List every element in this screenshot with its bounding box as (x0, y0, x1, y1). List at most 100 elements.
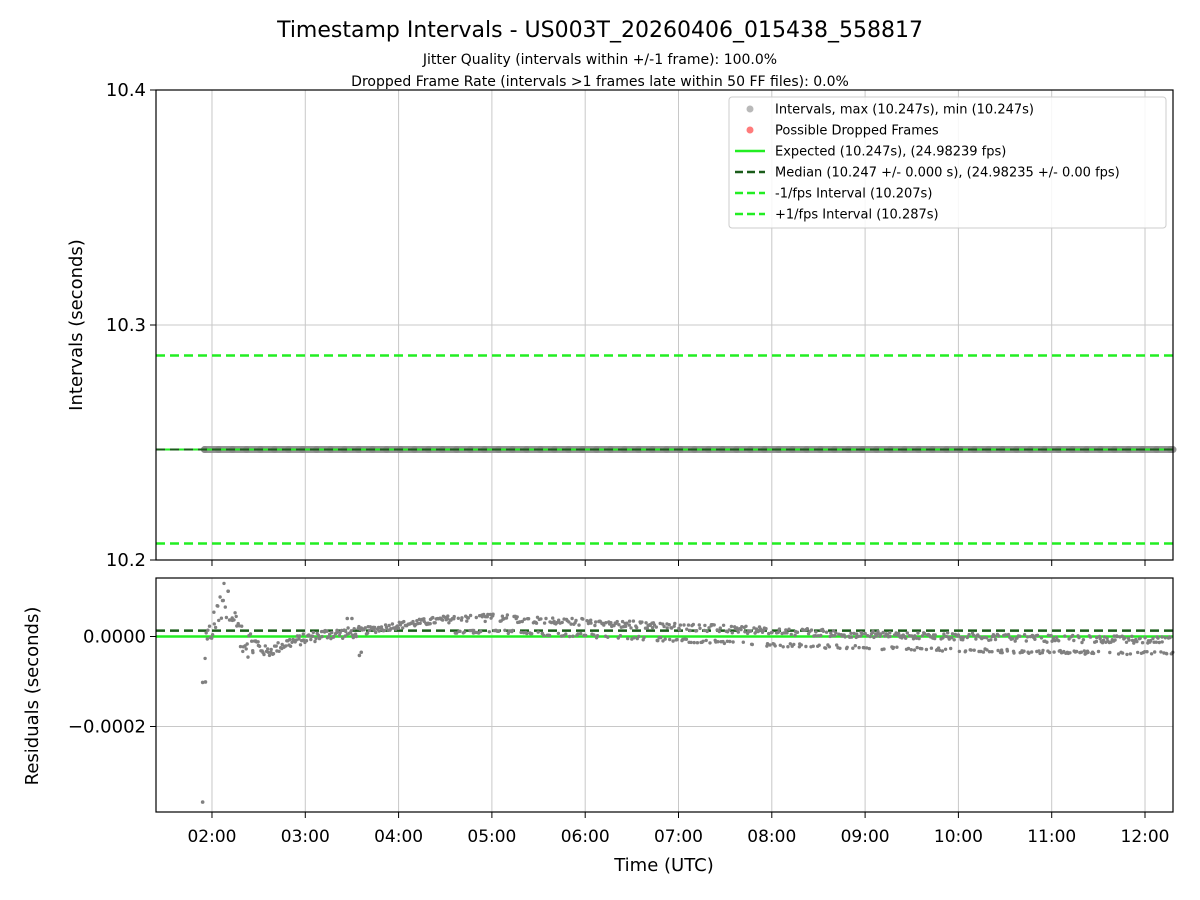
residual-point (750, 642, 754, 647)
residual-point (1130, 638, 1135, 643)
residual-point (332, 634, 336, 639)
legend: Intervals, max (10.247s), min (10.247s) … (728, 96, 1167, 229)
residual-point (665, 626, 669, 630)
residual-point (474, 615, 478, 620)
residual-point (248, 632, 253, 636)
residual-point (497, 629, 501, 633)
residual-point (579, 631, 583, 636)
x-tick-label: 09:00 (841, 827, 890, 847)
residual-point (1127, 638, 1131, 642)
residual-point (684, 637, 689, 641)
residual-point (929, 646, 934, 650)
residual-point (526, 617, 531, 621)
residual-point (297, 637, 301, 641)
top-y-tick-label: 10.2 (106, 550, 146, 571)
residual-point (838, 646, 842, 650)
legend-box (728, 96, 1167, 229)
residual-point (500, 614, 505, 618)
residual-point (203, 656, 207, 661)
top-y-tick-label: 10.4 (106, 80, 146, 101)
residual-point (940, 649, 945, 653)
residual-point (830, 633, 834, 638)
residual-point (311, 634, 315, 638)
residual-point (316, 633, 321, 637)
residual-point (920, 634, 925, 638)
residual-point (963, 649, 968, 653)
residual-point (678, 623, 683, 627)
residual-point (987, 650, 992, 654)
residual-point (1109, 640, 1113, 644)
residual-point (1013, 639, 1017, 643)
residual-point (941, 636, 945, 640)
residual-point (245, 642, 249, 646)
residual-point (234, 614, 238, 619)
residual-point (1140, 641, 1145, 645)
residual-point (1082, 649, 1087, 653)
residual-point (250, 639, 254, 643)
residual-point (881, 630, 885, 635)
residual-point (1046, 633, 1051, 637)
residual-point (297, 634, 302, 638)
residual-point (564, 632, 568, 636)
residual-point (266, 650, 270, 654)
residual-point (787, 627, 791, 631)
residual-point (712, 623, 716, 627)
residual-point (999, 648, 1004, 652)
residual-point (343, 634, 347, 638)
residual-point (304, 639, 309, 643)
residual-point (262, 652, 266, 657)
residual-point (592, 633, 596, 637)
legend-label-upper-bound: +1/fps Interval (10.287s) (775, 208, 939, 223)
residual-point (216, 604, 220, 608)
residual-point (1143, 636, 1147, 640)
residual-point (398, 623, 403, 627)
residual-point (325, 629, 329, 633)
residual-point (654, 625, 658, 629)
residual-point (1091, 651, 1096, 656)
residual-point (1128, 652, 1133, 656)
bottom-ticks: 02:00 03:00 04:00 05:00 06:00 07:00 08:00 09:00… (68, 627, 1170, 848)
residual-point (764, 627, 768, 631)
residual-point (346, 626, 350, 630)
residual-point (217, 618, 221, 623)
residual-point (556, 631, 561, 636)
residual-point (534, 621, 539, 625)
residual-point (418, 621, 422, 625)
residual-point (768, 643, 772, 647)
residual-point (522, 617, 527, 621)
residual-point (284, 644, 288, 648)
residual-point (770, 630, 774, 634)
residual-point (814, 630, 818, 634)
legend-label-dropped: Possible Dropped Frames (775, 124, 939, 139)
residual-point (207, 624, 212, 628)
residual-point (882, 647, 886, 651)
residual-point (644, 621, 648, 625)
residual-point (722, 641, 727, 646)
residual-point (642, 635, 646, 640)
residual-point (1003, 633, 1008, 637)
residual-point (821, 629, 826, 633)
residual-point (224, 615, 229, 620)
residual-point (377, 629, 381, 633)
residual-point (503, 628, 507, 632)
residual-point (604, 621, 608, 625)
residual-point (985, 648, 989, 652)
residual-point (593, 623, 597, 628)
residual-point (1024, 639, 1029, 643)
residual-point (330, 630, 334, 635)
residual-point (294, 638, 299, 642)
residual-point (401, 626, 405, 630)
residual-point (1130, 634, 1134, 638)
residual-point (663, 637, 667, 641)
residual-point (851, 646, 855, 650)
residual-point (1072, 638, 1076, 643)
residual-point (547, 633, 552, 638)
residual-point (267, 653, 272, 658)
residual-point (996, 648, 1000, 653)
residual-point (656, 638, 660, 643)
residual-point (486, 612, 490, 617)
residual-point (337, 633, 342, 638)
residual-point (888, 634, 892, 639)
residual-point (1054, 635, 1059, 639)
residual-point (569, 622, 573, 626)
